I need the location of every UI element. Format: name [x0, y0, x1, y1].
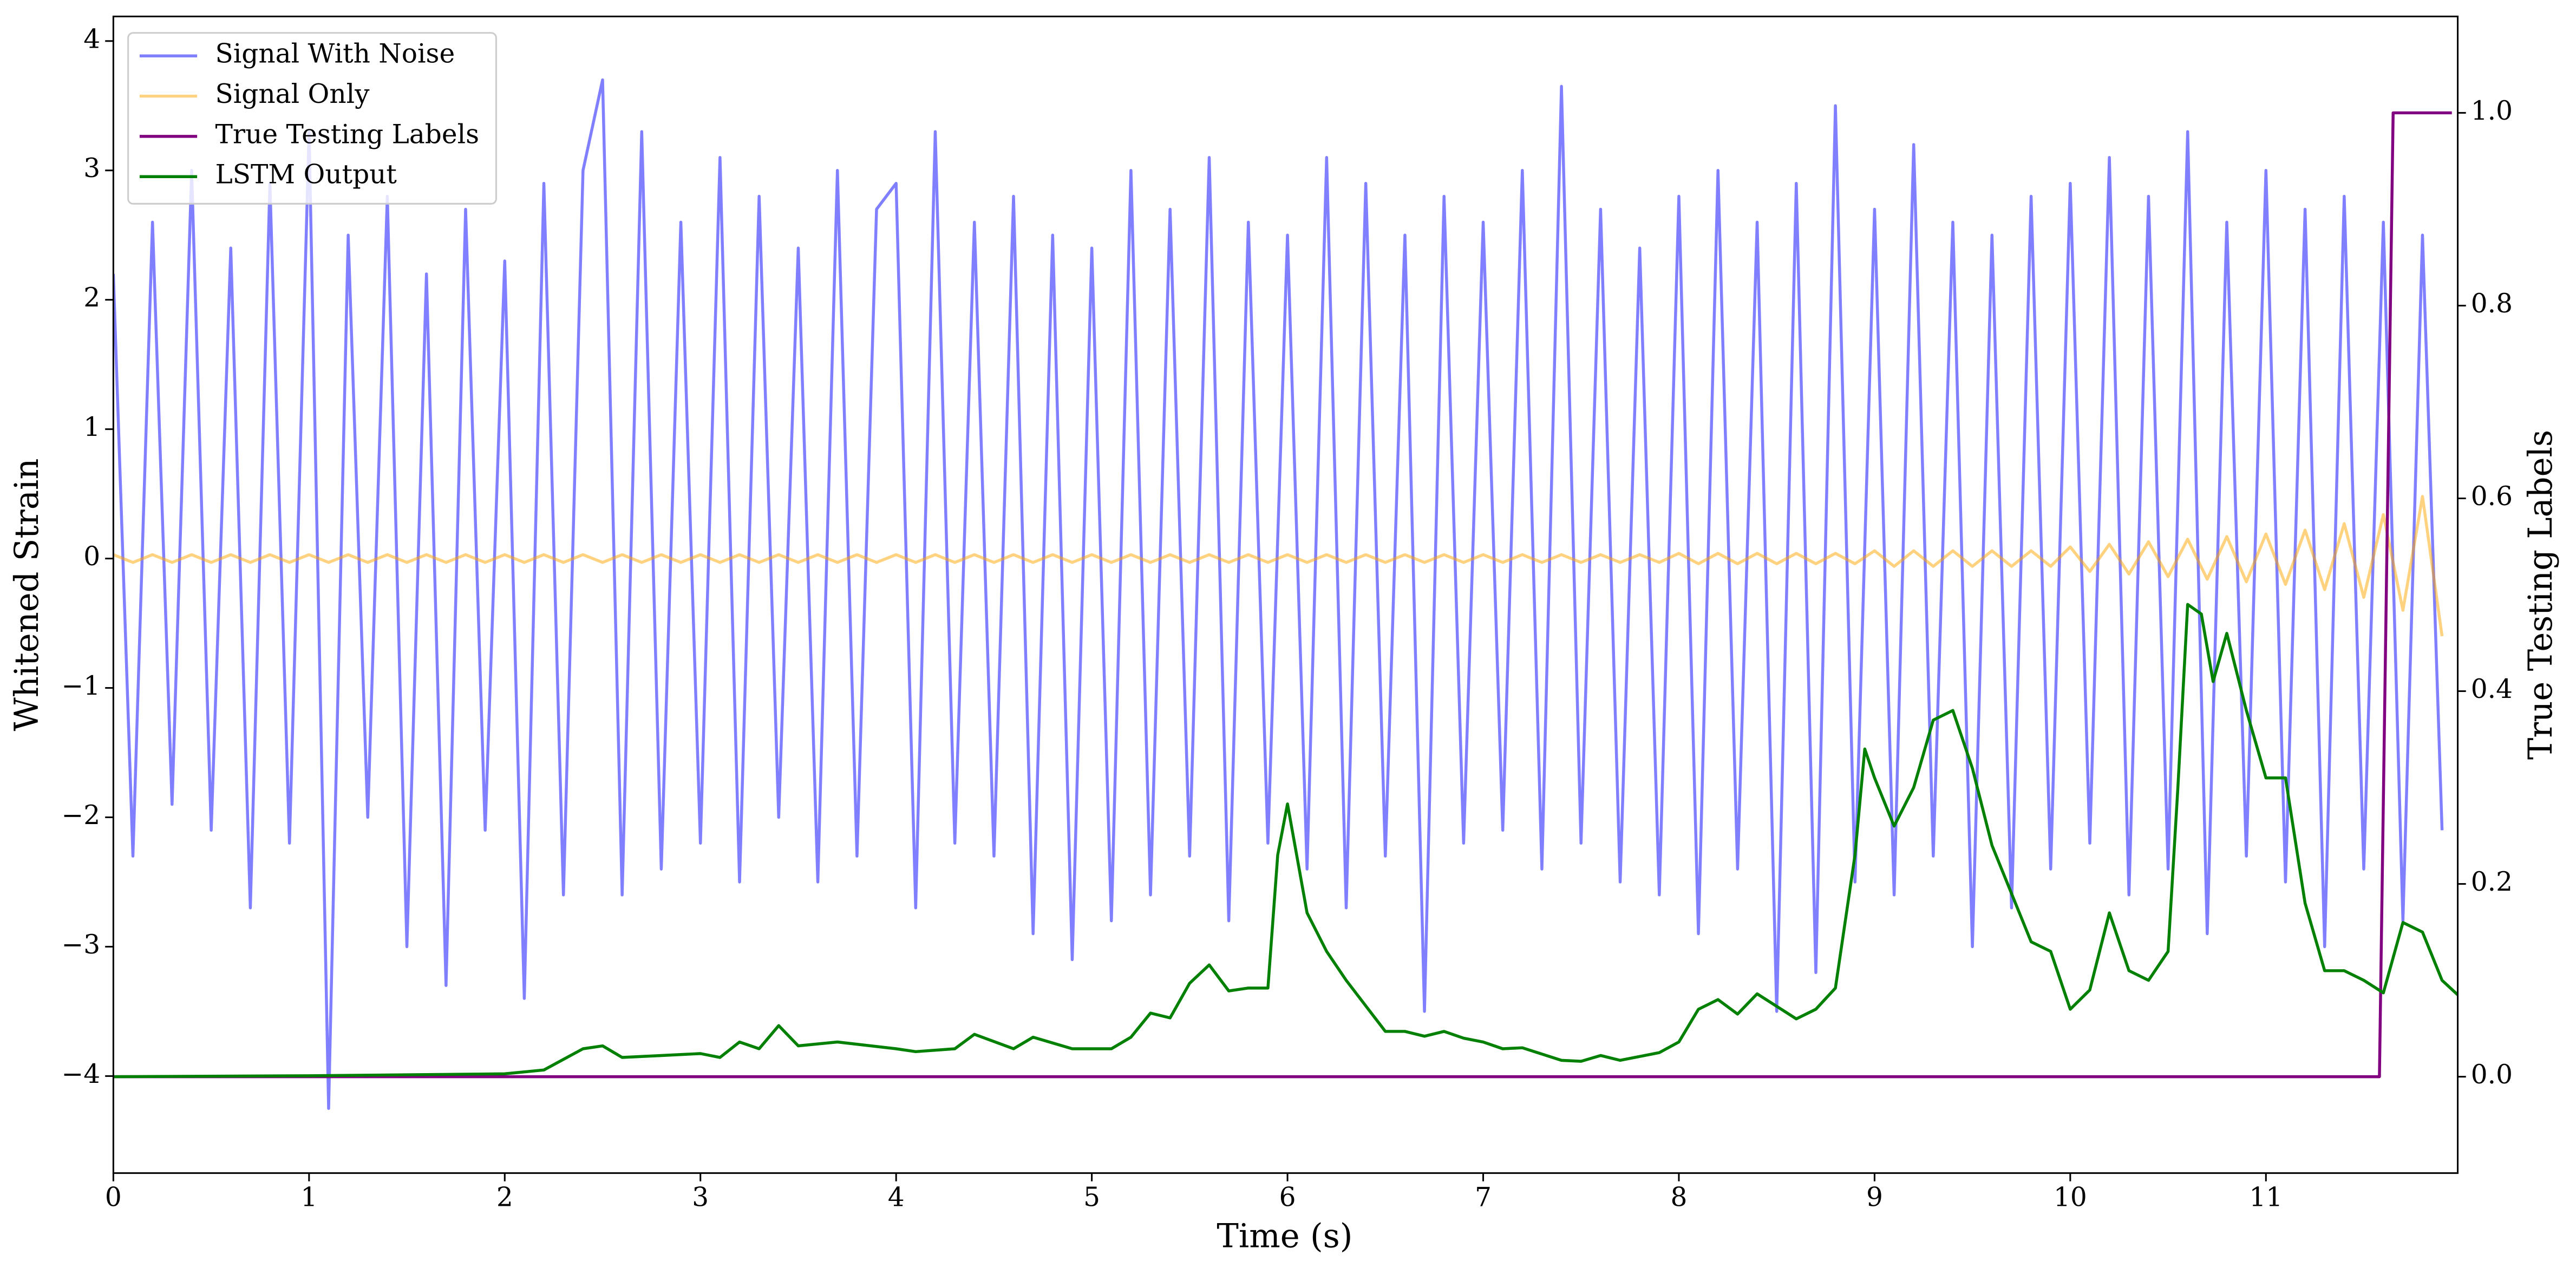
- y-tick-label: −3: [62, 930, 101, 960]
- x-axis-label: Time (s): [1217, 1218, 1352, 1256]
- y2-tick-label: 0.0: [2471, 1060, 2513, 1090]
- y2-tick-label: 0.8: [2471, 289, 2513, 319]
- legend-label: True Testing Labels: [215, 119, 480, 149]
- x-tick-label: 5: [1083, 1182, 1100, 1213]
- y-tick-label: 1: [83, 412, 100, 442]
- x-tick-label: 9: [1866, 1182, 1883, 1213]
- y2-tick-label: 1.0: [2471, 96, 2513, 126]
- y-tick-label: 3: [83, 153, 100, 184]
- x-tick-label: 2: [496, 1182, 513, 1213]
- y2-tick-label: 0.4: [2471, 674, 2513, 704]
- y-tick-label: −4: [62, 1059, 101, 1089]
- x-tick-label: 3: [692, 1182, 709, 1213]
- x-tick-label: 0: [105, 1182, 122, 1213]
- y-axis-label: Whitened Strain: [8, 459, 46, 731]
- legend-label: Signal Only: [215, 79, 370, 109]
- legend-box: [127, 32, 497, 205]
- y2-axis-label: True Testing Labels: [2522, 430, 2560, 760]
- y2-tick-label: 0.6: [2471, 481, 2513, 512]
- plot-frame: [112, 15, 2459, 1174]
- x-tick-label: 11: [2249, 1182, 2283, 1213]
- x-tick-label: 6: [1279, 1182, 1296, 1213]
- x-tick-label: 7: [1475, 1182, 1492, 1213]
- y-tick-label: −2: [62, 800, 101, 831]
- y-tick-label: 4: [83, 24, 100, 54]
- x-tick-label: 1: [300, 1182, 317, 1213]
- y2-tick-label: 0.2: [2471, 867, 2513, 897]
- series-line: [113, 78, 2444, 1110]
- y-tick-label: 2: [83, 283, 100, 313]
- y-tick-label: −1: [62, 671, 101, 701]
- series-line: [113, 111, 2452, 1079]
- series-line: [113, 603, 2458, 1079]
- legend-label: Signal With Noise: [215, 39, 455, 69]
- x-tick-label: 8: [1671, 1182, 1688, 1213]
- legend-label: LSTM Output: [215, 160, 397, 190]
- x-tick-label: 10: [2054, 1182, 2087, 1213]
- series-line: [113, 495, 2444, 637]
- x-tick-label: 4: [888, 1182, 905, 1213]
- y-tick-label: 0: [83, 541, 100, 572]
